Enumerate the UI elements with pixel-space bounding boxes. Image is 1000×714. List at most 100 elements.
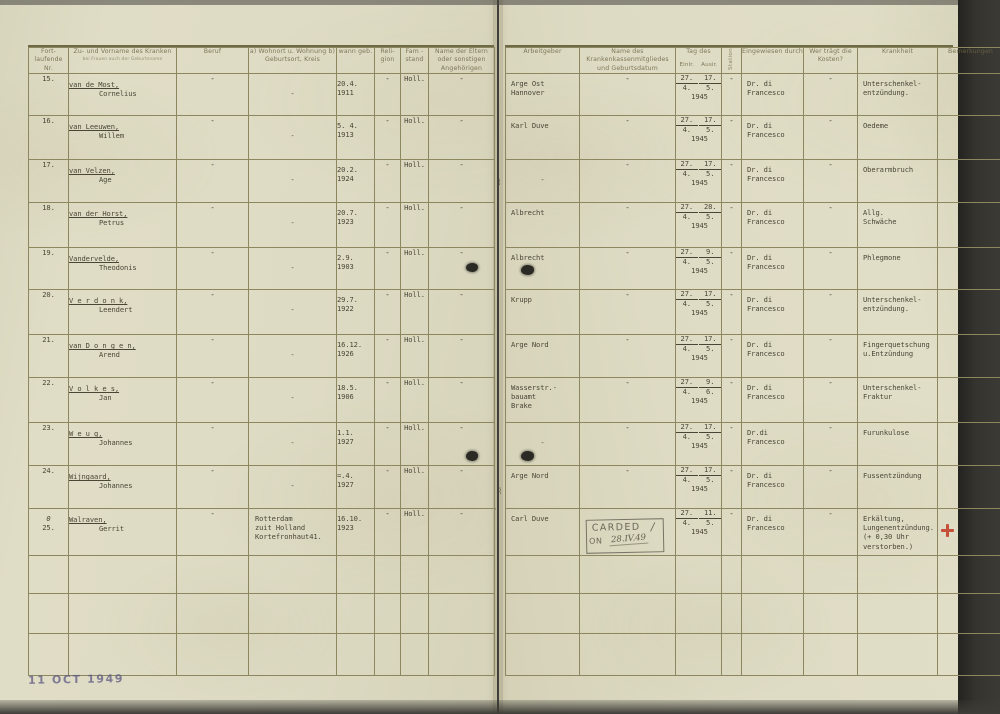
table-row[interactable]: 15. van de Most, Cornelius - -20.4. 1911- Holl…	[28, 73, 495, 117]
cell-angehoerige: -	[428, 465, 495, 510]
cell-krankenkasse: -	[579, 159, 676, 204]
cell-nr: 15.	[28, 73, 69, 117]
cell-krankheit: Phlegmone	[857, 247, 938, 291]
register-body-right: Arge Ost Hannover -27. 17. 4. 5. 1945- Dr. di …	[505, 73, 1000, 677]
cell-name: Wijngaard, Johannes	[68, 465, 177, 510]
table-row[interactable]: Krupp -27. 17. 4. 5. 1945- Dr. di Francesco - Un…	[505, 289, 1000, 336]
cell-nr-value: 24.	[42, 466, 55, 476]
cell-eingewiesen-durch: Dr. di Francesco	[741, 159, 804, 204]
cell-empty	[28, 633, 69, 677]
table-row[interactable]: Arge Nord -27. 17. 4. 5. 1945- Dr. di Francesc…	[505, 465, 1000, 510]
cell-eingewiesen-durch: Dr.di Francesco	[741, 422, 804, 467]
table-row[interactable]: Albrecht -27. 28. 4. 5. 1945- Dr. di Francesco…	[505, 202, 1000, 249]
cell-ausleferung-month: 5.	[706, 298, 715, 308]
table-row[interactable]: 22. V o l k e s, Jan - -18.5. 1906- Holl. -	[28, 377, 495, 424]
table-row[interactable]: Albrecht -27. 9. 4. 5. 1945- Dr. di Francesco -…	[505, 247, 1000, 291]
table-row-empty[interactable]	[28, 555, 495, 595]
table-row[interactable]: - -27. 17. 4. 5. 1945- Dr.di Francesco - Furunku…	[505, 422, 1000, 467]
cell-firstname: Arend	[99, 350, 120, 360]
table-row-empty[interactable]	[28, 593, 495, 635]
cell-krankenkasse: -	[579, 115, 676, 161]
cell-geb-year: 1922	[337, 304, 354, 314]
cell-tag-numerator: 27. 11.	[676, 509, 721, 519]
cell-empty	[803, 555, 858, 595]
cell-nr-value: 15.	[42, 74, 55, 84]
cell-familienstand: Holl.	[400, 289, 429, 336]
cell-nr: 24.	[28, 465, 69, 510]
cell-beruf: -	[176, 289, 249, 336]
cell-empty	[68, 555, 177, 595]
table-row-empty[interactable]	[505, 593, 1000, 635]
cell-surname: V e r d o n k,	[69, 296, 128, 306]
cell-ausleferung-day: 9.	[699, 378, 721, 388]
cell-kostentraeger: -	[803, 422, 858, 467]
cell-religion: -	[374, 334, 401, 379]
table-row[interactable]: 20. V e r d o n k, Leendert - -29.7. 1922- Hol…	[28, 289, 495, 336]
cell-beruf: -	[176, 159, 249, 204]
cell-religion: -	[374, 115, 401, 161]
carded-stamp-handwritten-date: 28.IV.49	[608, 532, 649, 547]
cell-tag-des: 27. 17. 4. 5. 1945	[675, 289, 722, 336]
header-tag-des: Tag des Einlr. Ausir.	[675, 46, 722, 75]
cell-empty	[741, 555, 804, 595]
table-row[interactable]: 0 25. Walraven, Gerrit - Rotterdam zuit Holla…	[28, 508, 495, 557]
cell-familienstand: Holl.	[400, 247, 429, 291]
table-row[interactable]: 24. Wijngaard, Johannes - - =.4. 1927- Holl. -	[28, 465, 495, 510]
cell-nr-value: 21.	[42, 335, 55, 345]
table-row[interactable]: 18. van der Horst, Petrus - -20.7. 1923- Holl.…	[28, 202, 495, 249]
cell-krankenkasse: -	[579, 377, 676, 424]
cell-familienstand: Holl.	[400, 465, 429, 510]
cell-empty	[937, 593, 1000, 635]
table-row[interactable]: 19. Vandervelde, Theodonis - -2.9. 1903- Holl.…	[28, 247, 495, 291]
cell-nr-value: 17.	[42, 160, 55, 170]
cell-empty	[374, 633, 401, 677]
cell-familienstand: Holl.	[400, 159, 429, 204]
cell-familienstand: Holl.	[400, 73, 429, 117]
cell-arbeitgeber: Karl Duve	[505, 115, 580, 161]
cell-jahr: 1945	[691, 134, 708, 144]
table-row[interactable]: - -27. 17. 4. 5. 1945- Dr. di Francesco - Oberar…	[505, 159, 1000, 204]
cell-krankheit: Unterschenkel- Fraktur	[857, 377, 938, 424]
table-row[interactable]: 23. W e u g, Johannes - -1.1. 1927- Holl. -	[28, 422, 495, 467]
table-row-empty[interactable]	[505, 555, 1000, 595]
cell-surname: V o l k e s,	[69, 384, 120, 394]
carded-stamp-on-label: ON	[589, 536, 603, 546]
cell-ausleferung-day: 17.	[699, 290, 721, 300]
cell-eingewiesen-durch: Dr. di Francesco	[741, 289, 804, 336]
cell-nr-value: 18.	[42, 203, 55, 213]
cell-geb-year: 1923	[337, 217, 354, 227]
table-row[interactable]: 17. van Velzen, Age - -20.2. 1924- Holl. -	[28, 159, 495, 204]
table-row-empty[interactable]	[28, 633, 495, 677]
table-header-row-left: Fort- laufende Nr. Zu- und Vorname des K…	[28, 46, 495, 75]
cell-eingewiesen-durch: Dr. di Francesco	[741, 73, 804, 117]
cell-tag-denominator: 4. 5.	[676, 125, 721, 135]
cell-empty	[857, 593, 938, 635]
table-row[interactable]: Wasserstr.- bauamt Brake -27. 9. 4. 6. 1945- D…	[505, 377, 1000, 424]
cell-beruf: -	[176, 73, 249, 117]
cell-empty	[579, 555, 676, 595]
cell-geb-day: 16.12.	[337, 340, 363, 350]
cell-arbeitgeber: -	[505, 159, 580, 204]
cell-empty	[675, 633, 722, 677]
cell-tag-denominator: 4. 5.	[676, 518, 721, 528]
cell-geb-day: 2.9.	[337, 253, 354, 263]
cell-empty	[374, 555, 401, 595]
cell-surname: van der Horst,	[69, 209, 128, 219]
cell-geb-day: =.4.	[337, 471, 354, 481]
table-row[interactable]: Arge Ost Hannover -27. 17. 4. 5. 1945- Dr. di …	[505, 73, 1000, 117]
cell-krankheit: Oberarmbruch	[857, 159, 938, 204]
table-row[interactable]: 21. van D o n g e n, Arend - -16.12. 1926- Hol…	[28, 334, 495, 379]
cell-einlieferung-day: 27.	[676, 378, 698, 388]
cell-firstname: Theodonis	[99, 263, 137, 273]
table-row[interactable]: Carl Duve 27. 11. 4. 5. 1945- Dr. di Francesco…	[505, 508, 1000, 557]
table-row[interactable]: 16. van Leeuwen, Willem - -5. 4. 1913- Holl. -	[28, 115, 495, 161]
table-row-empty[interactable]	[505, 633, 1000, 677]
cell-familienstand: Holl.	[400, 422, 429, 467]
cell-nr-value: 22.	[42, 378, 55, 388]
table-row[interactable]: Arge Nord -27. 17. 4. 5. 1945- Dr. di Francesc…	[505, 334, 1000, 379]
cell-geb-day: 20.4.	[337, 79, 358, 89]
cell-religion: -	[374, 289, 401, 336]
cell-kostentraeger: -	[803, 159, 858, 204]
cell-name: V e r d o n k, Leendert	[68, 289, 177, 336]
table-row[interactable]: Karl Duve -27. 17. 4. 5. 1945- Dr. di Francesc…	[505, 115, 1000, 161]
